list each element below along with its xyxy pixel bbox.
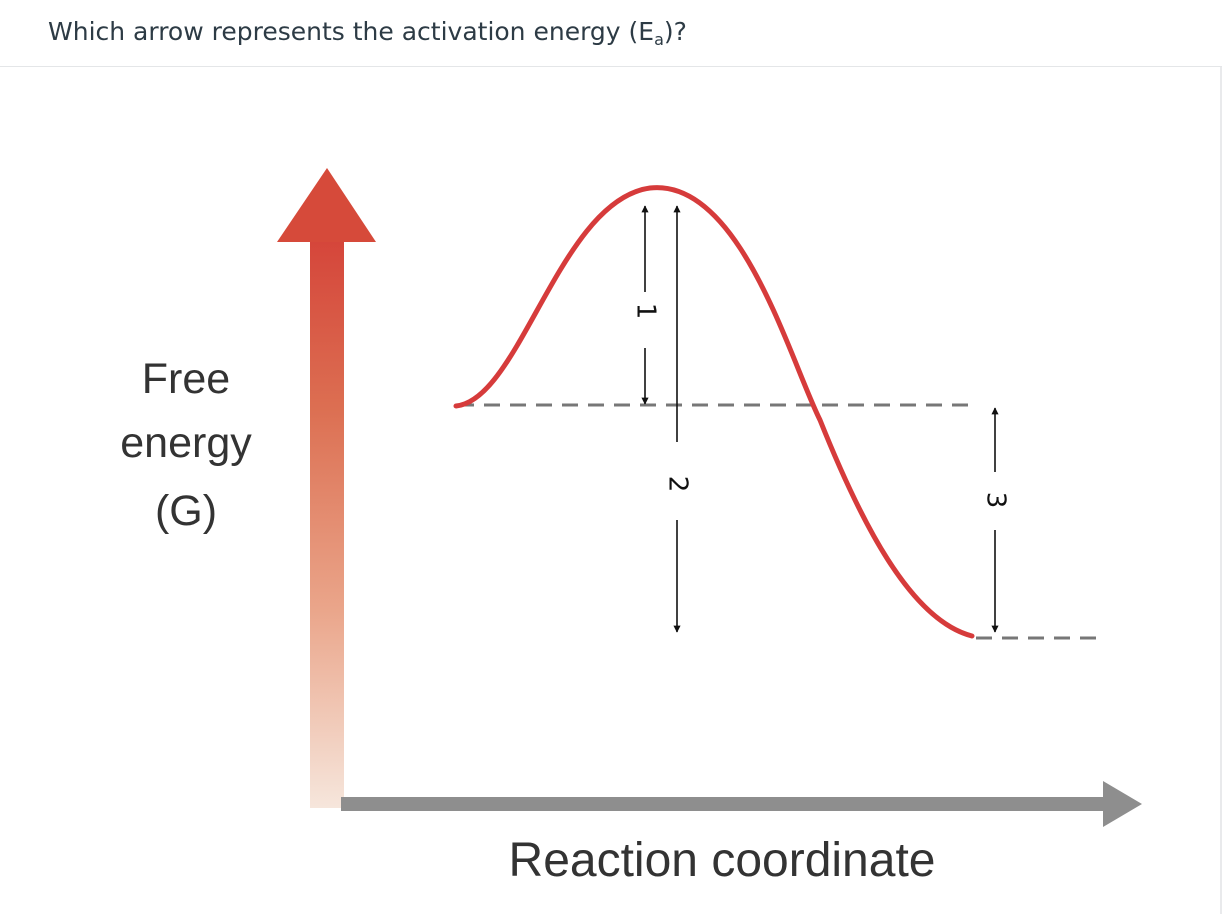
question-text: Which arrow represents the activation en…	[48, 12, 687, 52]
arrow-2-label: 2	[663, 476, 693, 493]
x-axis-arrow	[341, 781, 1142, 827]
question-subscript: a	[654, 30, 664, 49]
arrow-3-label: 3	[981, 492, 1011, 509]
question-suffix: )?	[663, 17, 687, 46]
diagram-frame	[0, 66, 1222, 914]
y-axis-label-line1: Free	[142, 355, 230, 403]
y-axis-label-line3: (G)	[155, 487, 217, 535]
arrow-1-label: 1	[631, 303, 661, 320]
x-axis-label: Reaction coordinate	[509, 834, 936, 887]
energy-curve	[453, 185, 975, 639]
question-prefix: Which arrow represents the activation en…	[48, 17, 655, 46]
y-axis-label-line2: energy	[120, 419, 252, 467]
y-axis-arrow	[277, 168, 376, 808]
